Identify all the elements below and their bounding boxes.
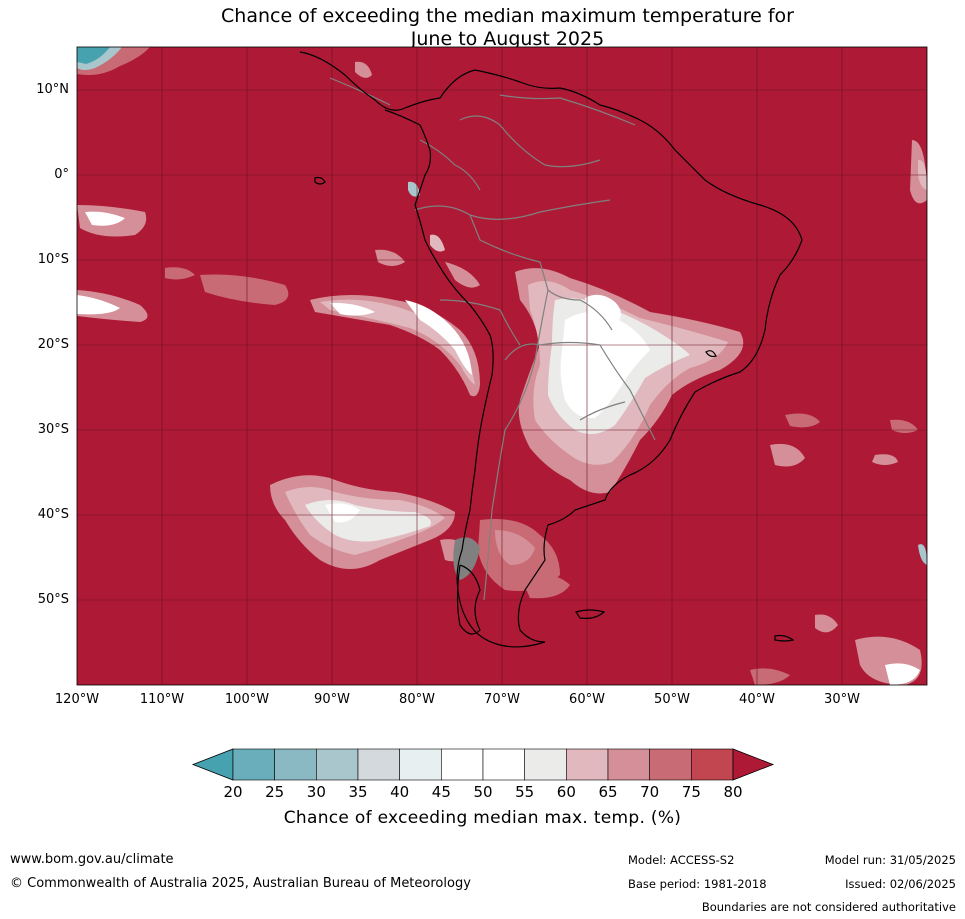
issued-text: Issued: 02/06/2025: [845, 877, 956, 891]
colorbar-over-arrow: [732, 748, 775, 781]
colorbar-tick-label: 70: [640, 783, 660, 801]
lon-label-90w: 90°W: [314, 692, 350, 707]
lat-label-30s: 30°S: [37, 422, 69, 437]
colorbar-cell: [399, 748, 442, 781]
colorbar-tick-label: 50: [473, 783, 493, 801]
copyright-text: © Commonwealth of Australia 2025, Austra…: [10, 876, 471, 891]
map-frame: [76, 46, 928, 686]
website-text: www.bom.gov.au/climate: [10, 852, 174, 867]
lon-label-70w: 70°W: [484, 692, 520, 707]
lon-label-110w: 110°W: [139, 692, 185, 707]
lon-label-60w: 60°W: [569, 692, 605, 707]
country-borders: [329, 77, 656, 601]
graticule: [77, 47, 927, 685]
lon-label-120w: 120°W: [54, 692, 100, 707]
colorbar-tick-label: 65: [598, 783, 618, 801]
colorbar-tick-label: 45: [431, 783, 451, 801]
colorbar-cell: [649, 748, 692, 781]
colorbar-cell: [316, 748, 359, 781]
lat-label-10n: 10°N: [36, 82, 69, 97]
colorbar-tick-label: 80: [723, 783, 743, 801]
colorbar-tick-label: 20: [223, 783, 243, 801]
lon-label-80w: 80°W: [399, 692, 435, 707]
colorbar-cell: [232, 748, 275, 781]
colorbar-cell: [691, 748, 734, 781]
colorbar-cell: [274, 748, 317, 781]
colorbar-tick-label: 60: [556, 783, 576, 801]
colorbar-cell: [524, 748, 567, 781]
lon-label-40w: 40°W: [739, 692, 775, 707]
model-run-text: Model run: 31/05/2025: [824, 853, 956, 867]
probability-patches: [77, 47, 927, 685]
lon-label-100w: 100°W: [224, 692, 270, 707]
lon-label-50w: 50°W: [654, 692, 690, 707]
lon-label-30w: 30°W: [824, 692, 860, 707]
lat-label-40s: 40°S: [37, 507, 69, 522]
map-title-line2: June to August 2025: [410, 28, 605, 50]
colorbar-tick-label: 55: [515, 783, 535, 801]
colorbar-under-arrow: [191, 748, 234, 781]
colorbar-cell: [482, 748, 525, 781]
colorbar-cell: [357, 748, 400, 781]
colorbar-tick-label: 25: [265, 783, 285, 801]
colorbar-cell: [566, 748, 609, 781]
disclaimer-text: Boundaries are not considered authoritat…: [701, 900, 956, 914]
colorbar-tick-label: 30: [306, 783, 326, 801]
colorbar-tick-label: 35: [348, 783, 368, 801]
model-text: Model: ACCESS-S2: [628, 853, 735, 867]
lat-label-20s: 20°S: [37, 337, 69, 352]
map-title-line1: Chance of exceeding the median maximum t…: [221, 5, 794, 27]
base-period-text: Base period: 1981-2018: [628, 877, 767, 891]
colorbar-title: Chance of exceeding median max. temp. (%…: [283, 808, 682, 828]
colorbar-cell: [607, 748, 650, 781]
coastline: [299, 51, 803, 648]
colorbar-tick-label: 75: [681, 783, 701, 801]
colorbar-cell: [441, 748, 484, 781]
lat-label-10s: 10°S: [37, 252, 69, 267]
colorbar-tick-label: 40: [390, 783, 410, 801]
colorbar-cells: [191, 748, 775, 781]
lat-label-0: 0°: [54, 167, 69, 182]
lat-label-50s: 50°S: [37, 592, 69, 607]
